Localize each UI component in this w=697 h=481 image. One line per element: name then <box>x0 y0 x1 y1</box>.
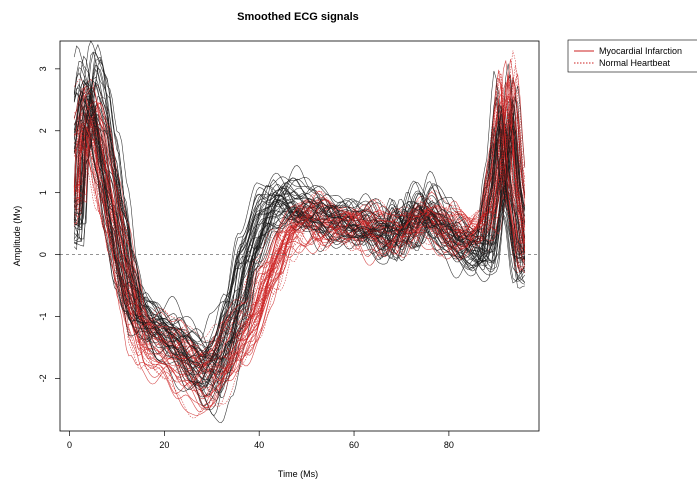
legend-box <box>567 39 697 73</box>
y-axis: -2 -1 0 1 2 3 <box>38 66 60 382</box>
y-tick-label: 3 <box>38 66 48 71</box>
signal-line-black <box>73 55 525 396</box>
signal-line-red <box>73 76 526 408</box>
x-tick-label: 0 <box>67 440 72 450</box>
signal-line-black <box>74 68 526 364</box>
series-lines <box>60 40 539 424</box>
signal-line-red <box>73 80 526 400</box>
signal-line-red <box>73 113 526 384</box>
signal-line-red <box>74 73 526 376</box>
signal-line-red <box>73 130 526 367</box>
signal-line-black <box>74 125 526 361</box>
y-tick-label: 1 <box>38 190 48 195</box>
x-tick-label: 60 <box>349 440 359 450</box>
chart-title: Smoothed ECG signals <box>237 11 359 23</box>
signal-line-black <box>73 79 525 381</box>
signal-line-red <box>73 69 525 393</box>
signal-line-red <box>74 65 526 408</box>
signal-line-red <box>74 134 526 381</box>
signal-line-red <box>73 109 526 358</box>
signal-line-black <box>74 111 526 374</box>
signal-line-red <box>73 60 526 408</box>
signal-line-red <box>74 96 526 409</box>
signal-line-red <box>73 103 525 395</box>
signal-line-red <box>73 133 525 347</box>
signal-line-red <box>73 70 526 416</box>
y-tick-label: -2 <box>38 374 48 382</box>
x-axis-label: Time (Ms) <box>278 469 318 479</box>
signal-line-black <box>74 59 526 380</box>
signal-line-black <box>74 64 526 360</box>
x-axis: 0 20 40 60 80 <box>67 431 454 450</box>
signal-line-black <box>73 72 525 369</box>
y-tick-label: 2 <box>38 128 48 133</box>
legend-label-normal: Normal Heartbeat <box>599 58 671 68</box>
signal-line-red <box>73 146 525 367</box>
x-tick-label: 20 <box>159 440 169 450</box>
y-tick-label: 0 <box>38 252 48 257</box>
signal-line-red <box>74 92 525 359</box>
y-axis-label: Amplitude (Mv) <box>12 206 22 267</box>
y-tick-label: -1 <box>38 312 48 320</box>
legend: Myocardial Infarction Normal Heartbeat <box>567 39 697 73</box>
legend-label-myocardial: Myocardial Infarction <box>599 46 682 56</box>
x-tick-label: 80 <box>444 440 454 450</box>
signal-line-red <box>73 82 526 411</box>
plot-frame <box>59 40 540 432</box>
x-tick-label: 40 <box>254 440 264 450</box>
signal-line-red <box>74 115 526 363</box>
signal-line-red <box>73 99 526 397</box>
signal-line-black <box>73 113 526 358</box>
